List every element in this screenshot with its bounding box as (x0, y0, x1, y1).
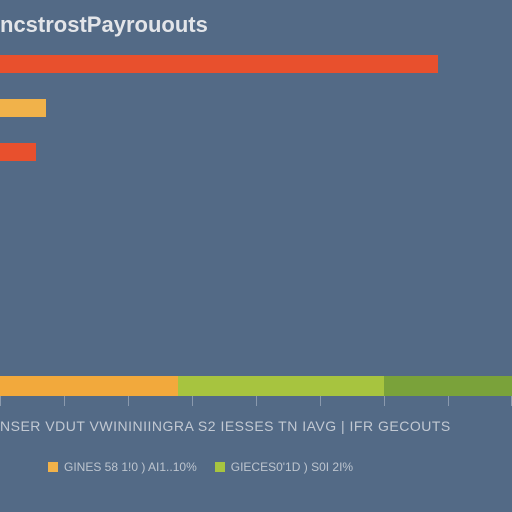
axis-segment-0 (0, 376, 178, 396)
tick-2 (128, 396, 129, 406)
legend-label-0: GINES 58 1!0 ) AI1..10% (64, 460, 197, 474)
axis-subtitle: NSER VDUT VWININIINGRA S2 IESSES TN IAVG… (0, 418, 451, 434)
legend-label-1: GIECES0'1D ) S0I 2I% (231, 460, 353, 474)
bar-1 (0, 99, 46, 117)
bar-2 (0, 143, 36, 161)
bar-0 (0, 55, 438, 73)
legend-swatch-0 (48, 462, 58, 472)
tick-6 (384, 396, 385, 406)
tick-7 (448, 396, 449, 406)
legend: GINES 58 1!0 ) AI1..10% GIECES0'1D ) S0I … (48, 460, 353, 474)
legend-item-0: GINES 58 1!0 ) AI1..10% (48, 460, 197, 474)
legend-swatch-1 (215, 462, 225, 472)
axis-segment-2 (384, 376, 512, 396)
axis-segment-1 (178, 376, 384, 396)
tick-5 (320, 396, 321, 406)
tick-0 (0, 396, 1, 406)
chart-title: ncstrostPayrououts (0, 12, 208, 38)
legend-item-1: GIECES0'1D ) S0I 2I% (215, 460, 353, 474)
tick-4 (256, 396, 257, 406)
tick-3 (192, 396, 193, 406)
chart-canvas: ncstrostPayrououts NSER VDUT VWININIINGR… (0, 0, 512, 512)
tick-1 (64, 396, 65, 406)
